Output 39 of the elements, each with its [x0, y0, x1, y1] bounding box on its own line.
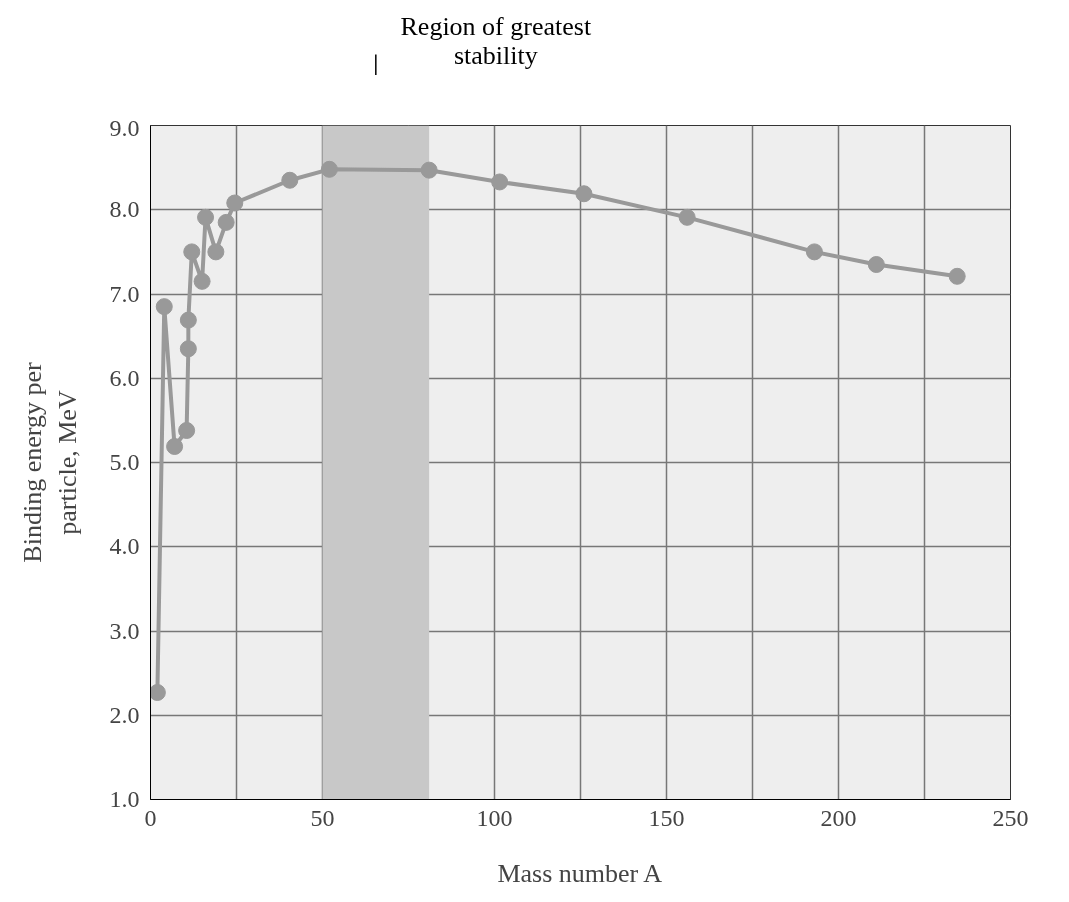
y-tick-label: 5.0 — [109, 449, 140, 475]
point — [166, 438, 184, 455]
x-tick-label: 250 — [992, 804, 1029, 831]
y-axis-title: Binding energy per particle, MeV — [17, 362, 82, 563]
y-tick-label: 8.0 — [109, 196, 140, 223]
y-tick-label: 3.0 — [109, 617, 140, 644]
y-tick-label: 2.0 — [109, 701, 140, 728]
point — [179, 311, 197, 329]
point — [491, 173, 509, 191]
point — [281, 171, 299, 189]
point — [805, 243, 823, 261]
point — [320, 160, 338, 178]
point — [207, 243, 225, 261]
point — [867, 256, 885, 273]
point — [155, 298, 173, 316]
band-label: Region of greatest stability — [400, 12, 592, 71]
x-tick-label: 150 — [648, 804, 685, 831]
point — [575, 185, 593, 203]
x-tick-label: 100 — [476, 804, 513, 831]
point — [948, 267, 966, 285]
y-tick-label: 7.0 — [109, 280, 140, 307]
point — [197, 208, 215, 226]
y-tick-label: 9.0 — [109, 114, 140, 141]
point — [179, 340, 197, 358]
x-tick-label: 200 — [820, 804, 857, 831]
point — [226, 194, 244, 212]
point — [193, 272, 211, 290]
point — [178, 422, 196, 439]
x-axis-title: Mass number A — [497, 858, 663, 888]
x-tick-label: 50 — [310, 804, 335, 831]
point — [420, 161, 438, 179]
point — [183, 243, 201, 261]
point — [150, 684, 166, 701]
point — [678, 208, 696, 226]
point — [217, 213, 235, 231]
y-tick-label: 4.0 — [109, 533, 140, 560]
y-tick-label: 1.0 — [109, 786, 140, 812]
x-tick-label: 0 — [144, 804, 157, 831]
y-tick-label: 6.0 — [109, 364, 140, 391]
